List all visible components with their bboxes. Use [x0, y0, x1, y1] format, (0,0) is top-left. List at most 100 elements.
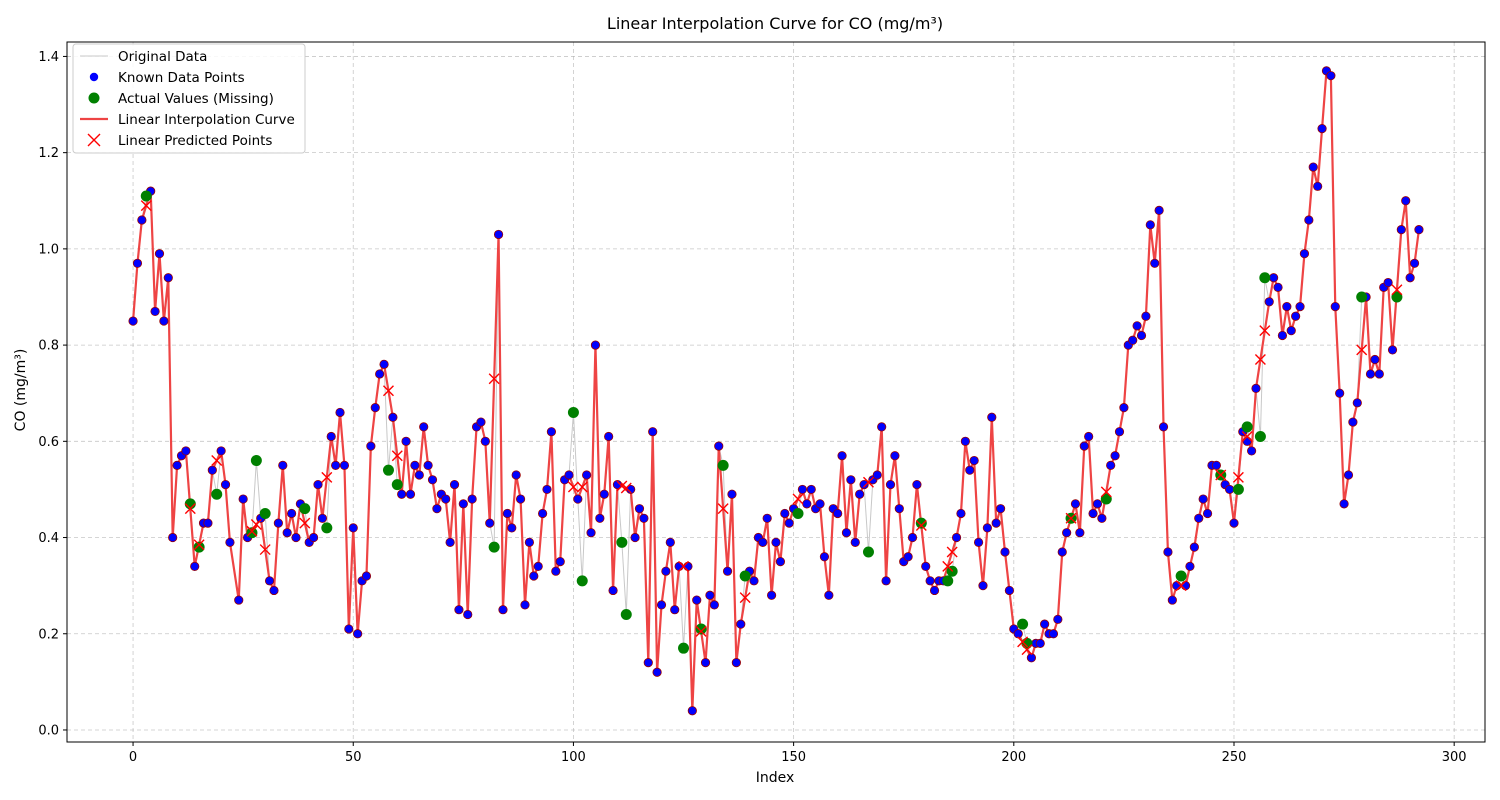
known-point: [1075, 528, 1085, 538]
predicted-point: [678, 560, 690, 572]
legend: Original Data Known Data Points Actual Val…: [72, 43, 306, 154]
known-point: [1317, 123, 1327, 134]
known-point: [159, 316, 169, 326]
known-point: [533, 561, 543, 571]
known-point: [1247, 446, 1257, 456]
known-point: [326, 431, 336, 442]
known-point: [529, 571, 539, 581]
known-point: [766, 590, 777, 600]
known-point: [154, 249, 165, 259]
known-point: [291, 532, 301, 543]
known-point: [1330, 302, 1340, 312]
known-point: [485, 518, 495, 528]
known-point: [665, 537, 675, 547]
known-point: [163, 273, 173, 283]
known-point: [286, 508, 297, 519]
known-point: [1062, 528, 1072, 538]
predicted-point: [1254, 354, 1266, 366]
legend-swatch-big-dot: [88, 92, 100, 104]
actual-missing-point: [382, 464, 394, 476]
actual-missing-point: [915, 517, 927, 529]
known-point: [951, 532, 962, 543]
known-point: [388, 412, 398, 422]
known-point: [317, 513, 328, 523]
known-point: [925, 576, 935, 586]
known-point: [1150, 258, 1160, 268]
known-point: [608, 585, 618, 596]
predicted-point: [211, 455, 223, 467]
known-point: [507, 523, 517, 533]
known-point: [1048, 629, 1059, 639]
actual-missing-point: [620, 609, 632, 621]
known-point: [132, 258, 143, 268]
known-point: [894, 504, 904, 514]
known-point: [410, 460, 420, 470]
actual-missing-point: [792, 507, 804, 519]
grid: [67, 42, 1485, 742]
known-point: [824, 590, 834, 600]
known-point: [731, 658, 741, 668]
known-point: [639, 513, 649, 523]
legend-label: Linear Interpolation Curve: [118, 112, 295, 128]
known-point: [1409, 258, 1420, 268]
known-point: [1295, 302, 1305, 312]
known-point: [366, 441, 376, 451]
actual-missing-point: [739, 570, 751, 582]
actual-missing-point: [695, 623, 707, 635]
known-point: [449, 480, 460, 490]
legend-label: Linear Predicted Points: [118, 133, 272, 149]
y-axis-title: CO (mg/m³): [13, 349, 29, 432]
x-tick-label: 100: [561, 750, 586, 765]
known-point: [463, 609, 473, 620]
known-point: [1185, 561, 1195, 571]
known-point: [709, 600, 719, 610]
actual-missing-point: [250, 455, 262, 467]
predicted-point: [184, 503, 196, 515]
legend-label: Actual Values (Missing): [118, 91, 274, 107]
known-point: [670, 605, 680, 615]
known-point: [564, 470, 574, 480]
known-point: [1414, 225, 1424, 235]
known-point: [714, 441, 724, 451]
actual-missing-point: [1017, 618, 1029, 630]
known-point: [546, 427, 557, 437]
known-point: [172, 460, 182, 470]
known-point: [1211, 460, 1221, 470]
known-point: [1119, 403, 1129, 413]
known-point: [775, 556, 786, 567]
known-point: [520, 600, 530, 610]
known-point: [216, 446, 226, 456]
known-point: [1291, 311, 1301, 321]
known-point: [1070, 499, 1081, 509]
predicted-point: [862, 476, 874, 488]
predicted-point: [1259, 325, 1271, 337]
actual-missing-point: [1175, 570, 1187, 582]
known-point: [269, 585, 279, 596]
predicted-point: [193, 539, 205, 551]
known-point: [612, 480, 623, 490]
known-point: [1282, 302, 1292, 312]
known-point: [846, 475, 856, 485]
known-point: [1194, 513, 1204, 523]
legend-label: Known Data Points: [118, 70, 245, 86]
known-point: [749, 576, 759, 586]
known-point: [1110, 451, 1120, 461]
y-tick-label: 0.0: [38, 723, 59, 738]
known-point: [590, 340, 601, 350]
y-tick-label: 1.4: [38, 50, 59, 65]
known-point: [278, 460, 288, 470]
known-point: [573, 494, 583, 504]
known-point: [1136, 330, 1147, 341]
known-point: [762, 513, 772, 523]
known-point: [309, 532, 319, 543]
x-tick-label: 0: [129, 750, 137, 765]
known-point: [353, 629, 363, 639]
known-point: [885, 480, 896, 490]
known-point: [1277, 330, 1288, 341]
known-point: [128, 316, 138, 326]
actual-missing-point: [1241, 421, 1253, 433]
known-point: [903, 552, 913, 562]
known-point: [1224, 484, 1235, 495]
known-point: [604, 431, 614, 442]
